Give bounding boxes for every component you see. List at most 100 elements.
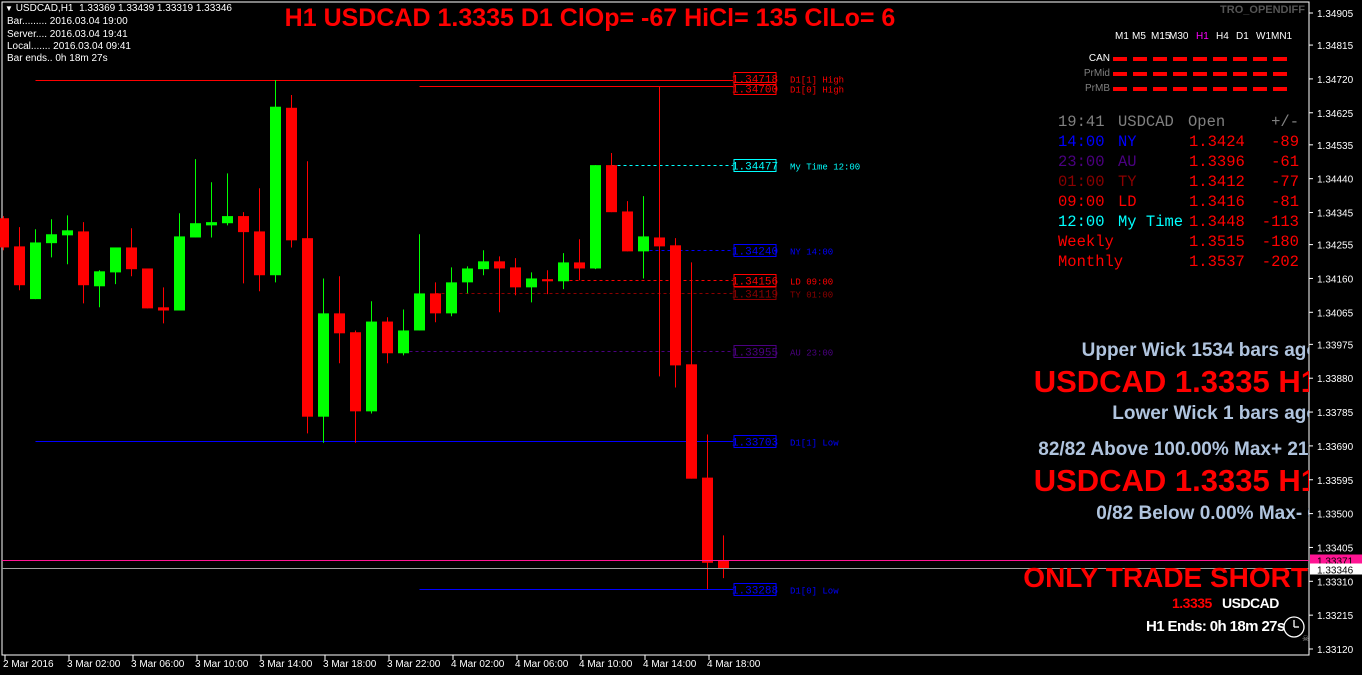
- tf-status-dash: [1273, 57, 1287, 61]
- level-price: 1.33703: [732, 438, 778, 450]
- session-open-price: 1.3448: [1189, 213, 1245, 231]
- candle-body: [206, 222, 217, 226]
- y-tick-label: 1.33500: [1317, 510, 1354, 521]
- candle-body: [430, 293, 441, 314]
- ask-price-marker: [1310, 554, 1362, 566]
- clock-icon: ☠: [1283, 616, 1309, 642]
- bid-price-marker: [1310, 563, 1362, 575]
- collapse-triangle-icon[interactable]: ▼: [5, 4, 13, 13]
- candle-body: [270, 106, 281, 276]
- level-price-box: [733, 435, 777, 448]
- timeframe-mn1[interactable]: MN1: [1271, 31, 1293, 42]
- candle-body: [366, 321, 377, 412]
- y-tick-label: 1.33595: [1317, 476, 1354, 487]
- timeframe-h1[interactable]: H1: [1196, 31, 1209, 42]
- candle: [350, 330, 361, 443]
- candle-body: [174, 236, 185, 311]
- candle: [654, 86, 665, 377]
- candle-body: [78, 231, 89, 286]
- candle: [254, 188, 265, 292]
- tf-status-dash: [1173, 87, 1187, 91]
- candle-body: [254, 231, 265, 276]
- timeframe-m1[interactable]: M1: [1115, 31, 1129, 42]
- symbol-timeframe: USDCAD,H1: [15, 3, 74, 14]
- session-open-price: 1.3424: [1189, 133, 1245, 151]
- session-name: Weekly: [1058, 233, 1114, 251]
- bar-ends: Bar ends.. 0h 18m 27s: [7, 53, 108, 64]
- tf-row-label: CAN: [1088, 53, 1110, 64]
- level-label: TY 01:00: [790, 291, 833, 301]
- chart-header: ▼ USDCAD,H1 1.33369 1.33439 1.33319 1.33…: [5, 3, 232, 15]
- session-time: 23:00: [1058, 153, 1105, 171]
- candle-body: [622, 211, 633, 252]
- chart-frame: [1, 1, 1310, 656]
- session-open-price: 1.3412: [1189, 173, 1245, 191]
- timeframe-d1[interactable]: D1: [1236, 31, 1249, 42]
- level-label: AU 23:00: [790, 349, 833, 359]
- x-tick-label: 3 Mar 02:00: [67, 659, 121, 670]
- timeframe-h4[interactable]: H4: [1216, 31, 1229, 42]
- timeframe-m5[interactable]: M5: [1132, 31, 1146, 42]
- timeframe-m30[interactable]: M30: [1169, 31, 1189, 42]
- x-tick-label: 2 Mar 2016: [3, 659, 54, 670]
- x-tick-label: 3 Mar 10:00: [195, 659, 249, 670]
- tf-status-dash: [1233, 87, 1247, 91]
- candle: [270, 79, 281, 283]
- candle-body: [606, 165, 617, 213]
- y-tick-label: 1.34720: [1317, 75, 1354, 86]
- timeframe-w1[interactable]: W1: [1256, 31, 1271, 42]
- tf-status-dash: [1153, 87, 1167, 91]
- candle: [558, 253, 569, 290]
- tf-status-dash: [1213, 87, 1227, 91]
- candle-body: [14, 246, 25, 286]
- tf-status-dash: [1173, 72, 1187, 76]
- session-diff: -81: [1271, 193, 1299, 211]
- session-name: TY: [1118, 173, 1137, 191]
- level-price-box: [733, 159, 777, 172]
- y-tick-label: 1.34255: [1317, 241, 1354, 252]
- level-price-box: [733, 274, 777, 287]
- candle: [462, 266, 473, 294]
- level-price-box: [733, 82, 777, 95]
- candle-body: [94, 271, 105, 287]
- level-price: 1.34156: [732, 277, 778, 289]
- x-tick-label: 4 Mar 14:00: [643, 659, 697, 670]
- y-tick-label: 1.34065: [1317, 308, 1354, 319]
- session-time: 12:00: [1058, 213, 1105, 231]
- level-price: 1.34119: [732, 290, 778, 302]
- level-price: 1.33288: [732, 586, 778, 598]
- timeframe-m15[interactable]: M15: [1151, 31, 1171, 42]
- session-name: NY: [1118, 133, 1137, 151]
- candle-body: [318, 313, 329, 417]
- y-tick-label: 1.33310: [1317, 577, 1354, 588]
- candle-body: [510, 267, 521, 288]
- y-tick-label: 1.34905: [1317, 9, 1354, 20]
- y-tick-label: 1.33785: [1317, 408, 1354, 419]
- session-diff: -89: [1271, 133, 1299, 151]
- session-open-price: 1.3416: [1189, 193, 1245, 211]
- bar-timer: H1 Ends: 0h 18m 27s: [1146, 618, 1285, 635]
- candle-body: [222, 216, 233, 224]
- level-price-box: [733, 345, 777, 358]
- y-tick-label: 1.33690: [1317, 442, 1354, 453]
- session-name: My Time: [1118, 213, 1184, 231]
- candle: [174, 213, 185, 311]
- candle-body: [30, 242, 41, 300]
- session-diff: -202: [1261, 253, 1299, 271]
- candle-body: [590, 165, 601, 269]
- bar-time: Bar......... 2016.03.04 19:00: [7, 16, 128, 27]
- candle: [46, 219, 57, 258]
- y-tick-label: 1.34815: [1317, 41, 1354, 52]
- level-label: LD 09:00: [790, 278, 833, 288]
- session-diff: -77: [1271, 173, 1299, 191]
- session-name: AU: [1118, 153, 1137, 171]
- level-label: NY 14:00: [790, 248, 833, 258]
- candle-body: [350, 332, 361, 412]
- tf-row-label: PrMB: [1085, 83, 1110, 94]
- tf-status-dash: [1133, 57, 1147, 61]
- level-label: D1[1] High: [790, 76, 844, 86]
- level-price: 1.33955: [732, 348, 778, 360]
- y-tick-label: 1.34160: [1317, 274, 1354, 285]
- candle: [478, 250, 489, 276]
